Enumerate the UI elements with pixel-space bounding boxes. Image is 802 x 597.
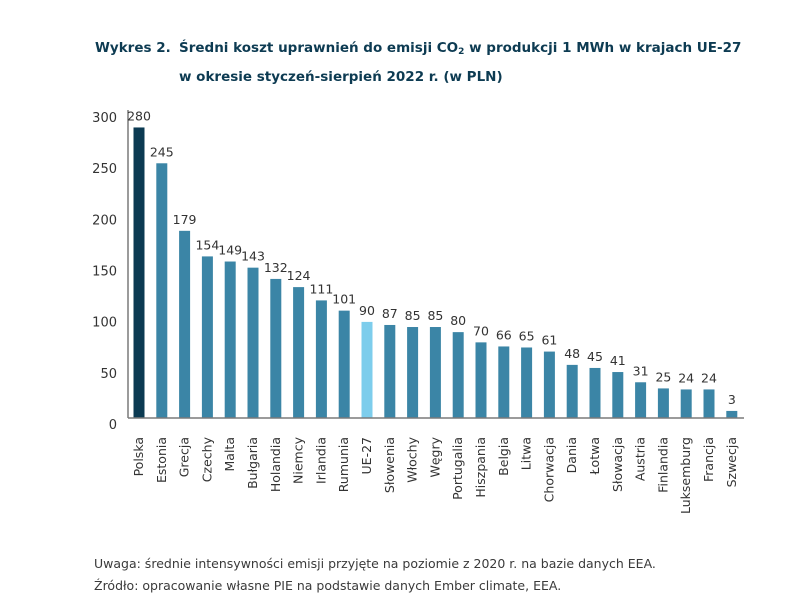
chart-title: Wykres 2. Średni koszt uprawnień do emisj… xyxy=(95,36,741,90)
data-label: 132 xyxy=(264,260,288,275)
y-tick-label: 300 xyxy=(92,111,117,126)
bar-estonia xyxy=(156,163,168,418)
data-label: 179 xyxy=(173,212,197,227)
data-label: 85 xyxy=(405,308,421,323)
chart-notes: Uwaga: średnie intensywności emisji przy… xyxy=(94,553,656,597)
title-line1-pre: Średni koszt uprawnień do emisji CO xyxy=(179,40,459,56)
title-line1-post: w produkcji 1 MWh w krajach UE-27 xyxy=(464,40,742,56)
y-tick-label: 100 xyxy=(92,316,117,331)
bar-malta xyxy=(224,261,236,418)
data-label: 245 xyxy=(150,144,174,159)
x-tick-label: UE-27 xyxy=(359,437,374,474)
x-tick-label: Austria xyxy=(633,437,648,481)
x-tick-label: Irlandia xyxy=(313,437,328,484)
data-label: 48 xyxy=(564,346,580,361)
bar-szwecja xyxy=(726,410,738,418)
data-label: 101 xyxy=(332,292,356,307)
data-label: 85 xyxy=(427,308,443,323)
data-label: 65 xyxy=(519,328,535,343)
x-tick-label: Finlandia xyxy=(655,437,670,493)
data-label: 31 xyxy=(633,363,649,378)
bar-luksemburg xyxy=(680,389,692,418)
data-label: 143 xyxy=(241,249,265,264)
bar-francja xyxy=(703,389,715,418)
x-tick-label: Malta xyxy=(222,437,237,471)
data-label: 3 xyxy=(728,392,736,407)
x-tick-label: Chorwacja xyxy=(541,437,556,502)
data-label: 25 xyxy=(655,369,671,384)
data-label: 149 xyxy=(218,243,242,258)
bar-hiszpania xyxy=(475,342,487,418)
title-line2: w okresie styczeń-sierpień 2022 r. (w PL… xyxy=(179,69,503,85)
bar-chorwacja xyxy=(543,351,555,418)
bar-rumunia xyxy=(338,310,350,418)
x-tick-label: Francja xyxy=(701,437,716,482)
data-label: 80 xyxy=(450,313,466,328)
x-tick-label: Słowacja xyxy=(610,437,625,492)
data-label: 70 xyxy=(473,323,489,338)
x-tick-label: Rumunia xyxy=(336,437,351,492)
x-tick-label: Słowenia xyxy=(382,437,397,493)
x-tick-label: Polska xyxy=(131,437,146,476)
bar-słowacja xyxy=(612,372,624,418)
data-label: 41 xyxy=(610,353,626,368)
bar-portugalia xyxy=(452,332,464,418)
y-tick-label: 200 xyxy=(92,213,117,228)
y-tick-label: 150 xyxy=(92,265,117,280)
data-label: 87 xyxy=(382,306,398,321)
bar-holandia xyxy=(270,278,282,418)
bar-chart: 0 50 100 150 200 250 300 280 Polska 245 Estonia 179… xyxy=(92,108,744,514)
bar-irlandia xyxy=(315,300,327,418)
data-label: 90 xyxy=(359,303,375,318)
bar-ue-27 xyxy=(361,321,373,418)
x-tick-label: Bułgaria xyxy=(245,437,260,489)
data-label: 66 xyxy=(496,327,512,342)
bar-słowenia xyxy=(384,324,396,418)
x-tick-label: Estonia xyxy=(154,437,169,483)
bar-belgia xyxy=(498,346,510,418)
note-source: Źródło: opracowanie własne PIE na podsta… xyxy=(94,578,562,593)
bar-polska xyxy=(133,127,145,418)
x-tick-label: Dania xyxy=(564,437,579,473)
bar-węgry xyxy=(429,327,441,418)
bar-austria xyxy=(635,382,647,418)
figure-label: Wykres 2. xyxy=(95,40,171,56)
x-tick-label: Litwa xyxy=(519,437,534,470)
y-tick-label: 250 xyxy=(92,162,117,177)
x-tick-label: Grecja xyxy=(177,437,192,477)
x-tick-label: Łotwa xyxy=(587,437,602,475)
bar-grecja xyxy=(179,230,191,418)
data-label: 124 xyxy=(287,268,311,283)
x-tick-label: Węgry xyxy=(427,436,442,477)
data-label: 280 xyxy=(127,108,151,123)
x-tick-label: Belgia xyxy=(496,437,511,476)
x-tick-label: Czechy xyxy=(199,436,214,482)
bar-dania xyxy=(566,364,578,418)
y-tick-label: 0 xyxy=(109,418,117,433)
bar-niemcy xyxy=(293,287,305,418)
bar-bułgaria xyxy=(247,267,259,418)
data-label: 45 xyxy=(587,349,603,364)
note-uwaga: Uwaga: średnie intensywności emisji przy… xyxy=(94,556,656,571)
y-tick-label: 50 xyxy=(100,367,117,382)
data-label: 111 xyxy=(309,281,333,296)
x-tick-label: Hiszpania xyxy=(473,437,488,498)
x-tick-label: Luksemburg xyxy=(678,437,693,514)
data-label: 24 xyxy=(701,370,717,385)
bar-włochy xyxy=(407,327,419,418)
x-tick-label: Włochy xyxy=(405,436,420,482)
x-tick-label: Niemcy xyxy=(291,436,306,484)
data-label: 154 xyxy=(195,237,219,252)
x-tick-label: Szwecja xyxy=(724,437,739,487)
title-subscript: 2 xyxy=(458,47,465,57)
data-label: 24 xyxy=(678,370,694,385)
x-tick-label: Portugalia xyxy=(450,437,465,500)
bar-czechy xyxy=(201,256,213,418)
bar-łotwa xyxy=(589,367,601,418)
x-tick-label: Holandia xyxy=(268,437,283,492)
bar-finlandia xyxy=(657,388,669,418)
bar-litwa xyxy=(521,347,533,418)
data-label: 61 xyxy=(541,333,557,348)
